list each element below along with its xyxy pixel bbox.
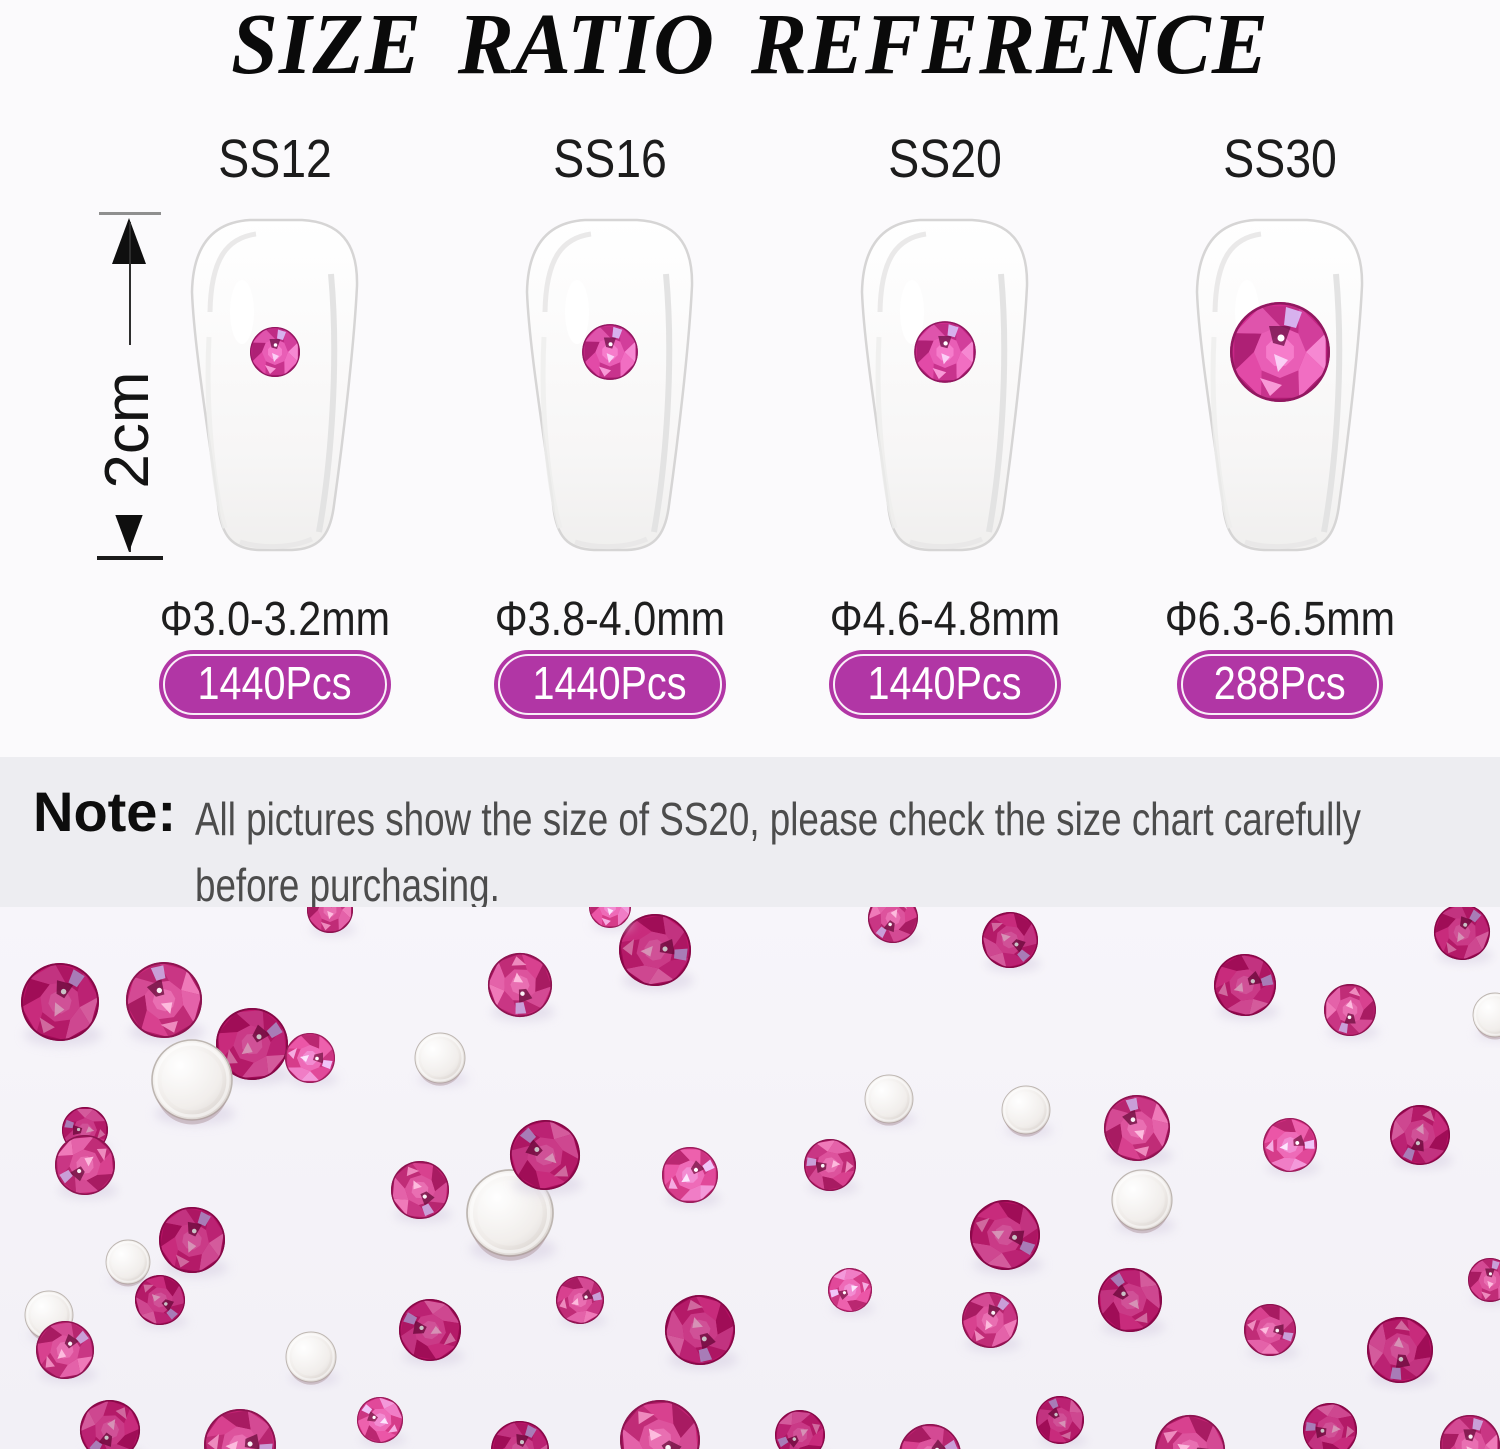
rhinestone-gem — [23, 1308, 107, 1392]
count-badge: 288Pcs — [1177, 650, 1383, 719]
rhinestones-photo — [0, 885, 1500, 1449]
rhinestone-on-nail — [1228, 300, 1332, 404]
rhinestone-gem — [1298, 1398, 1362, 1449]
rhinestone-gem — [152, 1200, 232, 1280]
rhinestone-gem — [1467, 1257, 1500, 1306]
rhinestone-gem — [200, 992, 304, 1096]
rhinestone-gem — [649, 1134, 731, 1216]
rhinestone-gem — [349, 1389, 411, 1449]
rhinestone-flat-back — [150, 1038, 235, 1127]
rhinestone-gem — [885, 1410, 975, 1449]
nail-tip-image — [180, 212, 370, 557]
diameter-label: Φ6.3-6.5mm — [1164, 593, 1396, 646]
rhinestone-gem — [1144, 1404, 1236, 1449]
rhinestone-gem — [971, 901, 1049, 979]
count-badge: 1440Pcs — [829, 650, 1061, 719]
size-code-label: SS12 — [218, 129, 332, 189]
rhinestone-flat-back — [1001, 1085, 1053, 1138]
rhinestone-on-nail — [913, 320, 977, 384]
size-code-label: SS30 — [1223, 129, 1337, 189]
rhinestone-gem — [41, 1121, 129, 1209]
rhinestone-gem — [963, 1193, 1047, 1277]
rhinestone-gem — [1201, 941, 1289, 1029]
rhinestone-gem — [1254, 1109, 1326, 1181]
rhinestone-gem — [1323, 983, 1379, 1040]
size-code-label: SS16 — [553, 129, 667, 189]
rhinestone-flat-back — [1110, 1168, 1175, 1235]
rhinestone-gem — [1091, 1082, 1183, 1174]
size-column: SS30 Φ6.3-6.5mm 288Pcs — [1145, 0, 1415, 760]
rhinestone-gem — [1025, 1385, 1095, 1449]
rhinestone-flat-back — [285, 1331, 339, 1386]
rhinestone-gem — [588, 885, 634, 931]
count-badge-row: 1440Pcs — [810, 650, 1080, 719]
count-badge-row: 1440Pcs — [475, 650, 745, 719]
rhinestone-on-nail — [581, 323, 639, 381]
rhinestone-flat-back — [414, 1032, 468, 1087]
rhinestone-gem — [485, 1415, 555, 1449]
rhinestone-gem — [393, 1293, 467, 1367]
rhinestone-gem — [197, 1402, 283, 1449]
rhinestone-gem — [306, 886, 356, 937]
rhinestone-gem — [612, 907, 698, 993]
rhinestone-gem — [496, 1106, 594, 1204]
rhinestone-gem — [478, 943, 562, 1027]
rhinestone-gem — [11, 953, 109, 1051]
rhinestone-gem — [764, 1399, 836, 1449]
rhinestone-gem — [546, 1266, 614, 1334]
size-columns: SS12 Φ3.0-3.2mm 1440Pcs SS16 Φ3.8-4.0mm … — [140, 0, 1415, 760]
note-label: Note: — [33, 780, 177, 843]
rhinestone-on-nail — [249, 326, 301, 378]
diameter-label: Φ4.6-4.8mm — [829, 593, 1061, 646]
size-column: SS20 Φ4.6-4.8mm 1440Pcs — [810, 0, 1080, 760]
size-column: SS16 Φ3.8-4.0mm 1440Pcs — [475, 0, 745, 760]
count-badge: 1440Pcs — [494, 650, 726, 719]
count-badge-row: 1440Pcs — [140, 650, 410, 719]
rhinestone-gem — [1084, 1254, 1176, 1346]
rhinestone-gem — [1243, 1303, 1299, 1360]
rhinestone-gem — [651, 1281, 749, 1379]
rhinestone-gem — [1360, 1310, 1440, 1390]
nail-tip-image — [515, 212, 705, 557]
rhinestone-flat-back — [864, 1074, 916, 1127]
rhinestone-gem — [860, 885, 926, 951]
size-code-label: SS20 — [888, 129, 1002, 189]
page-title: SIZE RATIO REFERENCE — [231, 0, 1269, 93]
rhinestone-gem — [799, 1134, 861, 1196]
rhinestone-gem — [378, 1148, 462, 1232]
rhinestone-gem — [819, 1259, 881, 1321]
rhinestone-gem — [70, 1390, 150, 1449]
rhinestone-flat-back — [1472, 992, 1500, 1041]
rhinestone-gem — [953, 1283, 1027, 1357]
diameter-label: Φ3.8-4.0mm — [494, 593, 726, 646]
rhinestone-gem — [111, 947, 217, 1053]
note-band: Note: All pictures show the size of SS20… — [0, 757, 1500, 911]
rhinestone-gem — [1439, 1414, 1500, 1449]
rhinestone-flat-back — [465, 1168, 556, 1263]
rhinestones-photo-canvas — [11, 885, 1500, 1449]
count-badge: 1440Pcs — [159, 650, 391, 719]
diameter-label: Φ3.0-3.2mm — [159, 593, 391, 646]
rhinestone-gem — [1384, 1099, 1456, 1171]
size-column: SS12 Φ3.0-3.2mm 1440Pcs — [140, 0, 410, 760]
count-badge-row: 288Pcs — [1145, 650, 1415, 719]
note-text: All pictures show the size of SS20, plea… — [195, 793, 1361, 911]
nail-tip-image — [850, 212, 1040, 557]
rhinestone-gem — [1425, 895, 1499, 969]
rhinestone-gem — [284, 1032, 338, 1087]
ruler-bottom-cap — [97, 556, 163, 560]
rhinestone-gem — [125, 1265, 195, 1335]
rhinestone-gem — [602, 1382, 718, 1449]
ruler-top-cap — [99, 212, 161, 215]
